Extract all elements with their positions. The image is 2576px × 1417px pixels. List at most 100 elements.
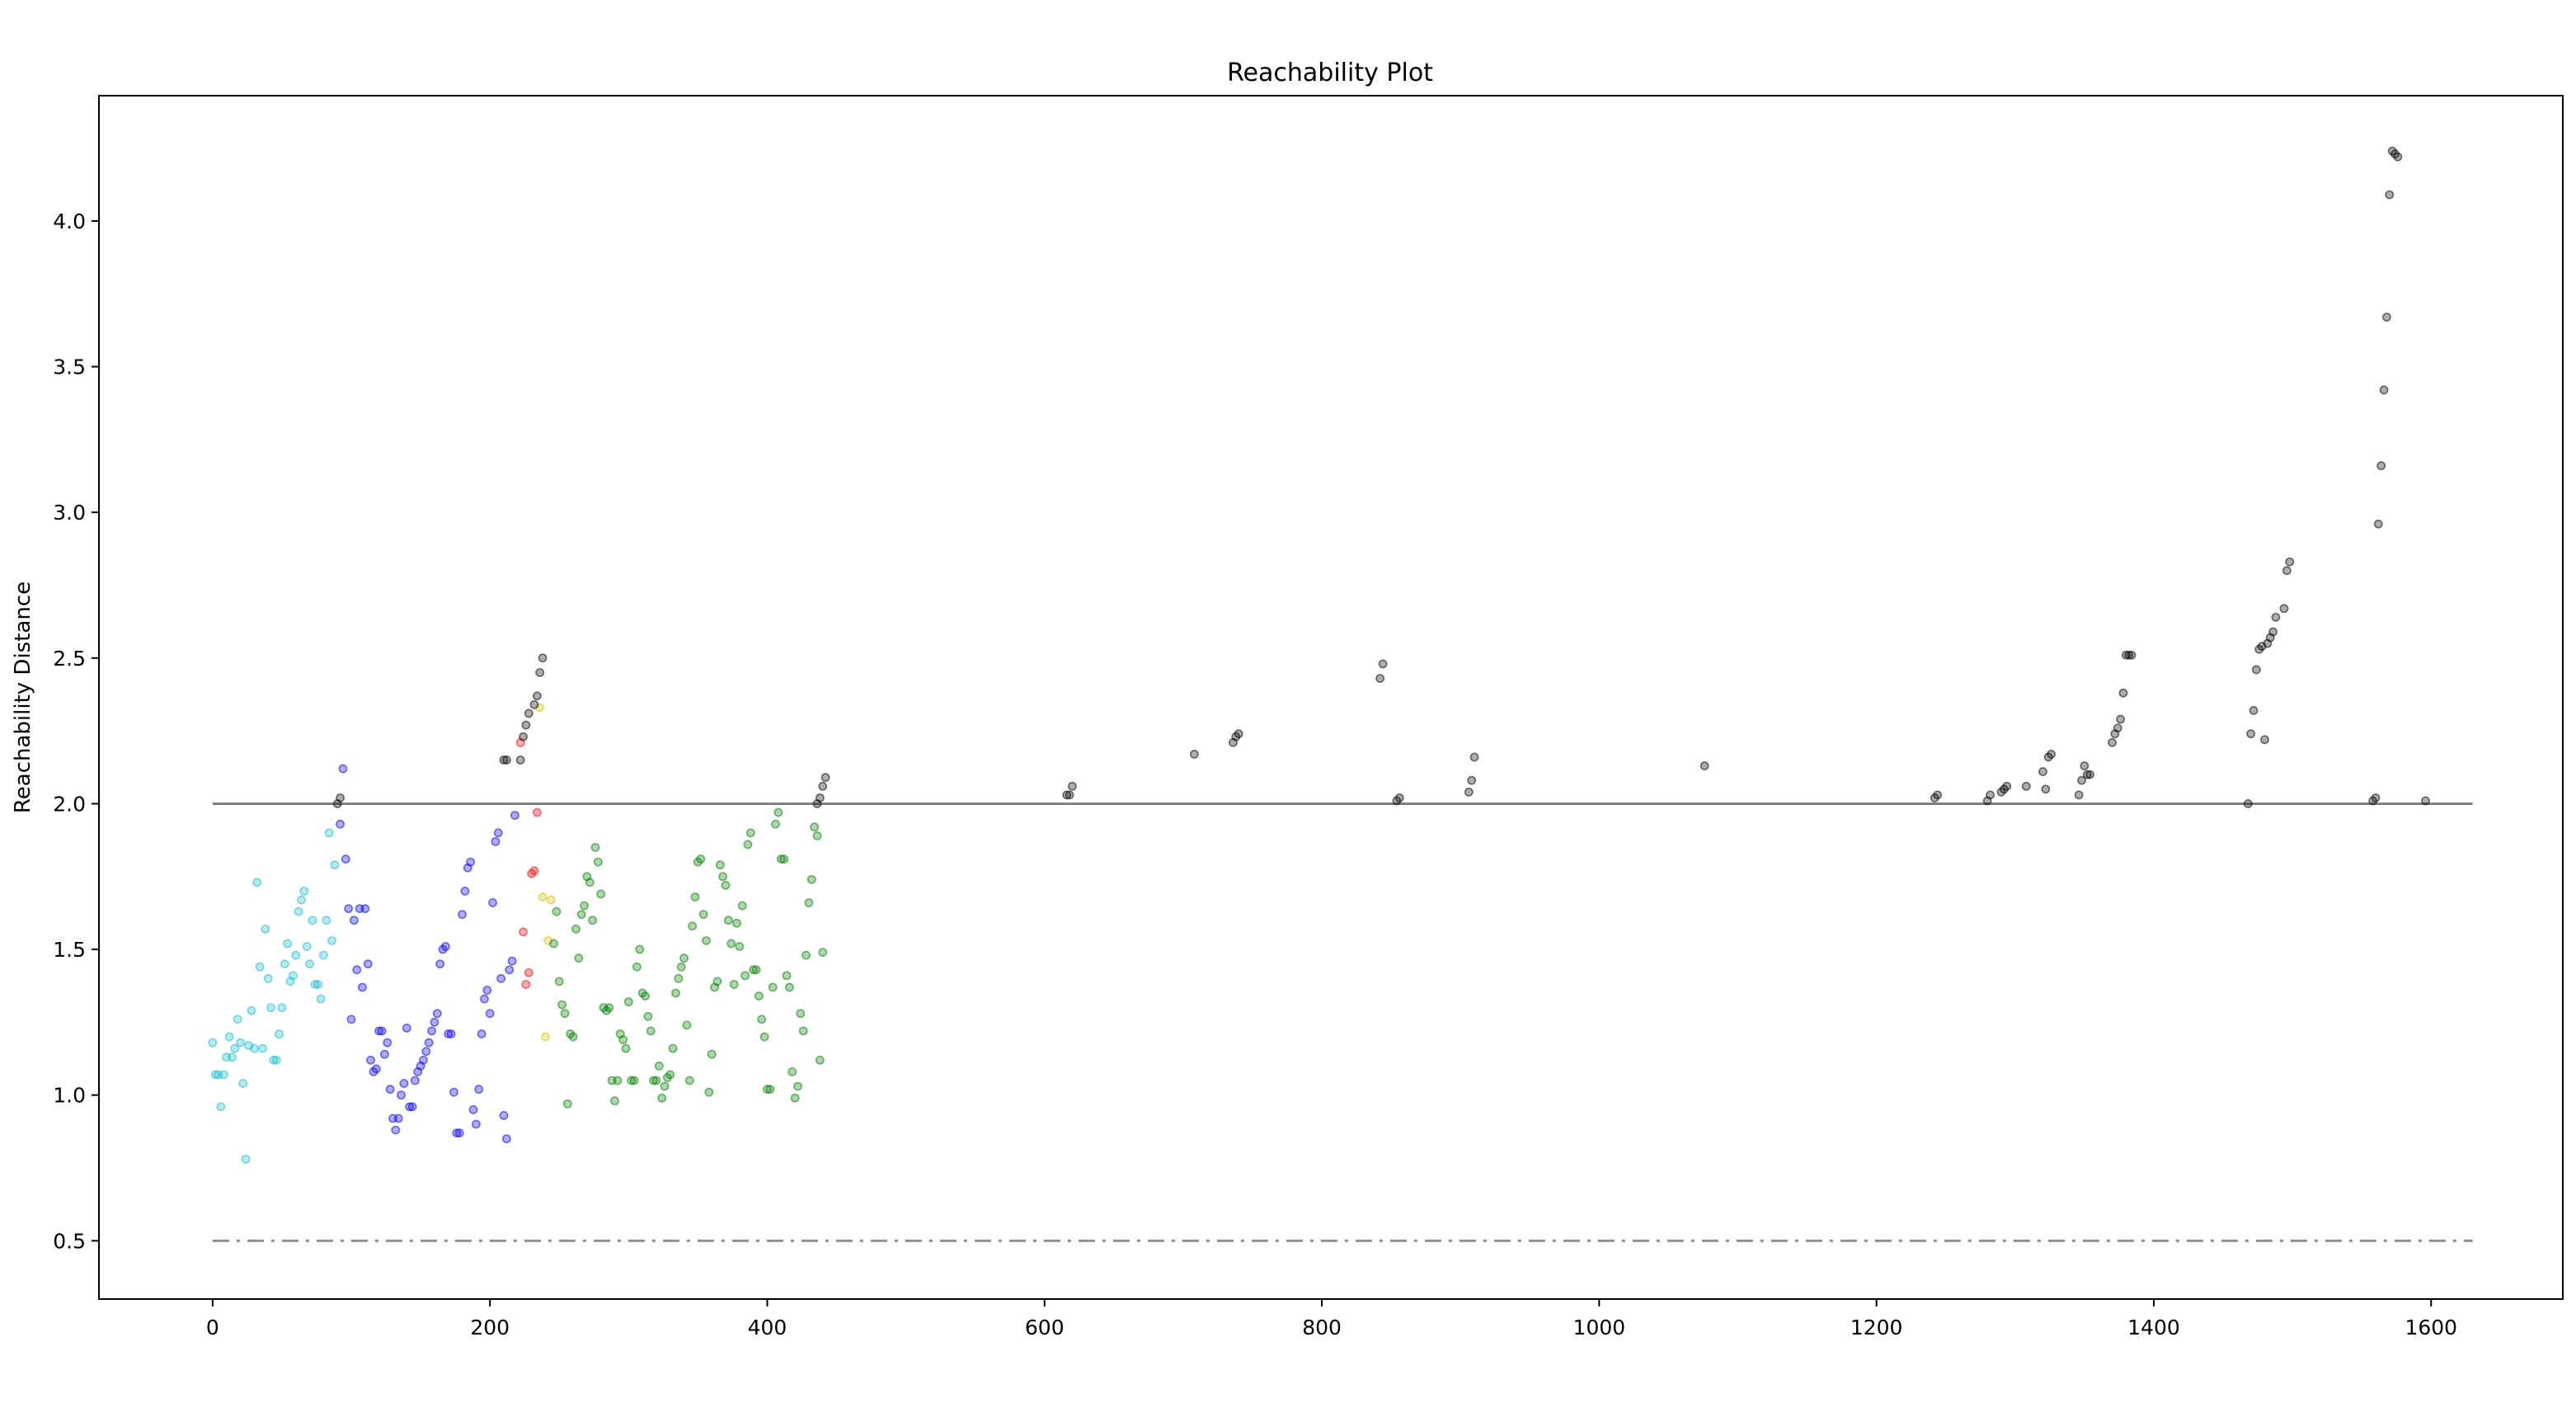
data-point	[818, 781, 828, 791]
data-point	[275, 1029, 284, 1038]
x-tick-label: 0	[206, 1316, 219, 1339]
data-point	[424, 1038, 434, 1047]
data-point	[466, 857, 476, 867]
data-point	[471, 1119, 481, 1129]
data-point	[660, 1081, 670, 1091]
data-point	[604, 1003, 614, 1013]
data-point	[402, 1024, 411, 1033]
data-point	[810, 822, 820, 832]
data-point	[1469, 752, 1479, 762]
data-point	[1234, 729, 1243, 739]
data-point	[269, 1055, 279, 1065]
data-point	[2371, 793, 2381, 803]
data-point	[249, 1043, 259, 1053]
data-point	[538, 653, 548, 663]
data-point	[698, 910, 708, 920]
data-point	[818, 948, 828, 958]
data-point	[590, 843, 600, 852]
data-point	[1699, 761, 1709, 770]
y-tick-label: 4.0	[53, 209, 86, 233]
x-axis-ticks: 0 200 400 600 800 1000 1200 1400 1600	[206, 1299, 2457, 1339]
data-point	[363, 959, 373, 969]
data-point	[610, 1096, 619, 1106]
data-point	[2285, 557, 2295, 567]
data-point	[374, 1026, 384, 1036]
data-point	[480, 994, 489, 1004]
data-point	[793, 1081, 802, 1091]
data-point	[291, 950, 301, 960]
data-point	[682, 1020, 692, 1030]
data-point	[224, 1032, 234, 1042]
data-point	[763, 1085, 772, 1095]
data-point	[419, 1055, 428, 1065]
data-point	[2082, 770, 2092, 779]
data-point	[324, 828, 334, 838]
data-point	[2376, 461, 2386, 471]
data-point	[241, 1155, 251, 1164]
y-axis-label: Reachability Distance	[11, 581, 35, 813]
data-point	[385, 1085, 395, 1095]
data-point	[529, 699, 539, 709]
data-point	[1394, 793, 1404, 803]
data-point	[2108, 737, 2117, 747]
data-point	[360, 904, 370, 914]
data-point	[618, 1035, 628, 1044]
data-point	[383, 1038, 393, 1047]
data-point	[349, 916, 359, 925]
data-point	[458, 910, 467, 920]
data-point	[646, 1026, 656, 1036]
data-point	[430, 1017, 440, 1027]
data-point	[330, 860, 340, 870]
data-point	[482, 986, 492, 995]
data-point	[377, 1026, 387, 1036]
data-point	[477, 1029, 487, 1038]
y-tick-label: 2.0	[53, 792, 86, 816]
data-point	[2393, 152, 2403, 162]
data-point	[266, 1003, 275, 1013]
data-point	[2002, 781, 2012, 791]
data-point	[641, 991, 650, 1001]
data-point	[524, 708, 534, 718]
data-point	[576, 910, 586, 920]
data-point	[344, 904, 354, 914]
data-point	[773, 807, 783, 817]
data-points	[208, 146, 2430, 1164]
data-point	[723, 916, 733, 925]
data-point	[1467, 775, 1477, 785]
data-point	[715, 860, 725, 870]
data-point	[2260, 735, 2269, 745]
data-point	[765, 1085, 775, 1095]
data-point	[208, 1038, 218, 1047]
data-point	[521, 720, 531, 730]
data-point	[238, 1079, 248, 1088]
data-point	[754, 991, 764, 1001]
data-point	[507, 956, 517, 966]
data-point	[352, 965, 362, 975]
x-tick-label: 200	[470, 1316, 510, 1339]
data-point	[649, 1076, 658, 1085]
data-point	[743, 840, 753, 850]
data-point	[391, 1125, 401, 1135]
data-point	[749, 965, 759, 975]
data-point	[2127, 650, 2136, 660]
x-tick-label: 600	[1025, 1316, 1065, 1339]
data-point	[2271, 612, 2281, 622]
data-point	[319, 950, 328, 960]
data-point	[804, 898, 814, 907]
data-point	[2385, 190, 2395, 200]
data-point	[358, 982, 367, 992]
data-point	[496, 974, 506, 983]
data-point	[2113, 723, 2122, 732]
data-point	[519, 732, 528, 741]
data-point	[299, 887, 309, 896]
data-point	[798, 1026, 808, 1036]
data-point	[782, 971, 792, 981]
data-point	[712, 977, 722, 986]
data-point	[529, 866, 539, 876]
data-point	[627, 1076, 637, 1085]
chart-title: Reachability Plot	[1227, 59, 1433, 87]
data-point	[787, 1067, 797, 1076]
data-point	[562, 1099, 572, 1109]
data-point	[216, 1102, 226, 1112]
